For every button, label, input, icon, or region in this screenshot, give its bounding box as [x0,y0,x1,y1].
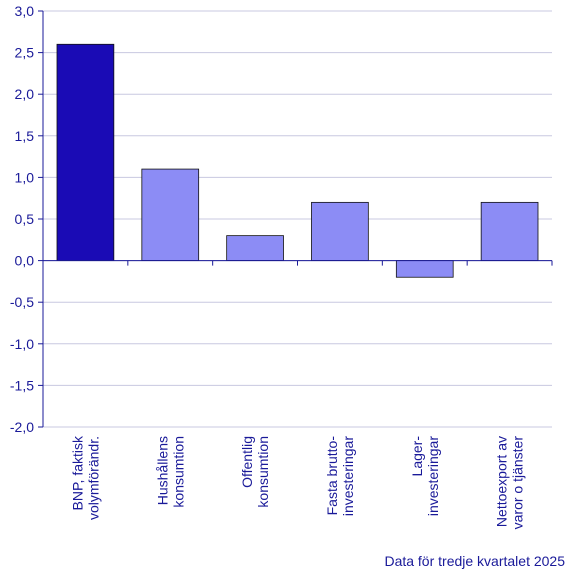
y-tick-label: 0,0 [15,253,35,269]
y-tick-label: -1,0 [10,336,34,352]
bars [56,43,539,278]
svg-text:Nettoexport avvaror o tjänster: Nettoexport avvaror o tjänster [494,436,526,530]
x-category-label-line: Offentlig [239,436,255,488]
x-category-label-line: konsumtion [170,436,186,508]
y-tick-label: 1,0 [15,169,35,185]
bar [480,201,539,262]
svg-text:Lager-investeringar: Lager-investeringar [409,436,441,516]
x-category-label-line: Fasta brutto- [324,436,340,516]
footnote: Data för tredje kvartalet 2025 [384,553,565,569]
x-category-label: Nettoexport avvaror o tjänster [494,436,526,530]
x-category-label-line: investeringar [425,436,441,516]
y-tick-label: 2,5 [15,45,35,61]
svg-text:BNP, faktiskvolymförändr.: BNP, faktiskvolymförändr. [69,435,101,520]
bar [56,43,115,262]
bar [395,260,454,278]
x-category-label-line: Hushållens [154,436,170,505]
x-category-label: BNP, faktiskvolymförändr. [69,435,101,520]
y-tick-label: 0,5 [15,211,35,227]
x-category-label-line: volymförändr. [85,436,101,520]
bar [311,201,369,262]
y-tick-label: 3,0 [15,3,35,19]
x-category-label: Offentligkonsumtion [239,436,271,508]
svg-text:Fasta brutto-investeringar: Fasta brutto-investeringar [324,436,356,516]
x-category-label-line: BNP, faktisk [69,435,85,510]
x-category-label-line: Lager- [409,436,425,477]
x-category-label: Fasta brutto-investeringar [324,436,356,516]
x-category-label: Hushållenskonsumtion [154,436,186,508]
y-tick-label: -0,5 [10,294,34,310]
gridlines [43,10,552,428]
svg-text:Hushållenskonsumtion: Hushållenskonsumtion [154,436,186,508]
y-tick-label: -1,5 [10,377,34,393]
x-category-label-line: varor o tjänster [510,436,526,530]
y-axis-ticks: 3,0 2,5 2,0 1,5 1,0 0,5 0,0 -0,5 -1,0 -1,5 -2,0 [10,3,43,435]
bar [226,235,284,261]
y-tick-label: 2,0 [15,86,35,102]
x-category-label: Lager-investeringar [409,436,441,516]
svg-text:Offentligkonsumtion: Offentligkonsumtion [239,436,271,508]
y-tick-label: 1,5 [15,128,35,144]
x-category-label-line: investeringar [340,436,356,516]
x-category-label-line: konsumtion [255,436,271,508]
x-category-label-line: Nettoexport av [494,436,510,527]
x-axis-labels: BNP, faktiskvolymförändr. Hushållenskonsu… [69,435,525,529]
bar [141,168,200,261]
y-tick-label: -2,0 [10,419,34,435]
